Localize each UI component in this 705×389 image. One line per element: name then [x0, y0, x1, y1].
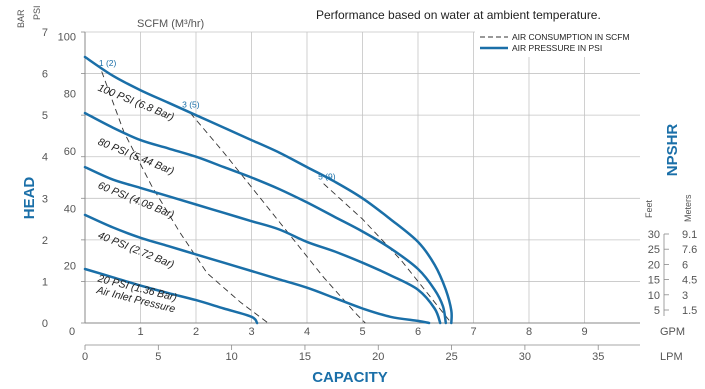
psi-tick-label: 60	[64, 146, 76, 158]
psi-unit-label: PSI	[32, 5, 42, 20]
npshr-feet-value: 25	[648, 244, 660, 256]
air-consumption-label: 3 (5)	[182, 100, 200, 110]
npshr-meters-value: 6	[682, 259, 688, 271]
gpm-tick-label: 5	[359, 326, 365, 338]
head-label: HEAD	[21, 177, 38, 220]
psi-axis: 20 40 60 80 100	[58, 31, 76, 272]
lpm-tick-label: 35	[592, 351, 604, 363]
gpm-tick-label: 6	[415, 326, 421, 338]
gpm-tick-label: 2	[193, 326, 199, 338]
lpm-tick-label: 0	[82, 351, 88, 363]
air-consumption-label: 5 (9)	[318, 172, 336, 182]
bar-axis: 0 1 2 3 4 5 6 7	[42, 27, 85, 330]
air-consumption-line	[323, 183, 452, 324]
grid	[84, 31, 640, 324]
bar-tick-label: 7	[42, 27, 48, 39]
gpm-tick-label: 3	[248, 326, 254, 338]
npshr-label: NPSHR	[664, 124, 681, 177]
npshr-scale: Feet Meters 30 9.1 25 7.6 20 6 15 4.5 10 3 5 1.5	[644, 194, 697, 317]
bar-tick-label: 1	[42, 276, 48, 288]
npshr-meters-value: 7.6	[682, 244, 697, 256]
lpm-tick-label: 10	[226, 351, 238, 363]
psi-tick-label: 100	[58, 31, 76, 43]
npshr-meters-header: Meters	[683, 194, 693, 222]
npshr-meters-value: 9.1	[682, 229, 697, 241]
npshr-feet-value: 10	[648, 290, 660, 302]
psi-tick-label: 20	[64, 261, 76, 273]
bar-tick-label: 2	[42, 235, 48, 247]
bar-unit-label: BAR	[16, 9, 26, 28]
bar-tick-label: 6	[42, 69, 48, 81]
legend-air-pressure: AIR PRESSURE IN PSI	[512, 43, 602, 53]
gpm-tick-label: 8	[526, 326, 532, 338]
npshr-meters-value: 3	[682, 290, 688, 302]
npshr-feet-value: 20	[648, 259, 660, 271]
bar-tick-label: 3	[42, 193, 48, 205]
pressure-curve	[83, 213, 431, 325]
npshr-meters-value: 4.5	[682, 275, 697, 287]
gpm-tick-label: 4	[304, 326, 310, 338]
air-consumption-line	[190, 112, 366, 324]
psi-tick-label: 80	[64, 89, 76, 101]
lpm-unit-label: LPM	[660, 351, 683, 363]
curve-labels: 100 PSI (6.8 Bar)80 PSI (5.44 Bar)60 PSI…	[94, 58, 335, 315]
gpm-tick-label: 0	[69, 326, 75, 338]
lpm-axis: 0 5 10 15 20 25 30 35	[82, 344, 640, 363]
npshr-feet-value: 30	[648, 229, 660, 241]
lpm-tick-label: 15	[299, 351, 311, 363]
psi-tick-label: 40	[64, 203, 76, 215]
legend: AIR CONSUMPTION IN SCFM AIR PRESSURE IN …	[475, 27, 651, 57]
bar-tick-label: 0	[42, 318, 48, 330]
pressure-curves	[83, 55, 453, 325]
gpm-tick-label: 1	[137, 326, 143, 338]
gpm-unit-label: GPM	[660, 326, 685, 338]
gpm-tick-label: 9	[581, 326, 587, 338]
bar-tick-label: 5	[42, 110, 48, 122]
bar-tick-label: 4	[42, 152, 48, 164]
lpm-tick-label: 20	[372, 351, 384, 363]
legend-air-consumption: AIR CONSUMPTION IN SCFM	[512, 32, 630, 42]
pressure-curve	[83, 165, 442, 325]
lpm-tick-label: 25	[445, 351, 457, 363]
gpm-tick-label: 7	[470, 326, 476, 338]
npshr-feet-value: 15	[648, 275, 660, 287]
pressure-curve	[83, 111, 448, 325]
performance-note: Performance based on water at ambient te…	[316, 8, 601, 22]
npshr-feet-header: Feet	[644, 199, 654, 218]
gpm-axis: 0 1 2 3 4 5 6 7 8 9	[69, 326, 588, 338]
lpm-tick-label: 30	[519, 351, 531, 363]
scfm-label: SCFM (M³/hr)	[137, 18, 204, 30]
legend-box	[475, 27, 651, 57]
npshr-meters-value: 1.5	[682, 305, 697, 317]
pressure-curve	[83, 267, 259, 325]
pressure-curve	[83, 55, 453, 325]
capacity-label: CAPACITY	[312, 369, 388, 386]
air-consumption-label: 1 (2)	[99, 58, 117, 68]
npshr-feet-value: 5	[654, 305, 660, 317]
lpm-tick-label: 5	[155, 351, 161, 363]
